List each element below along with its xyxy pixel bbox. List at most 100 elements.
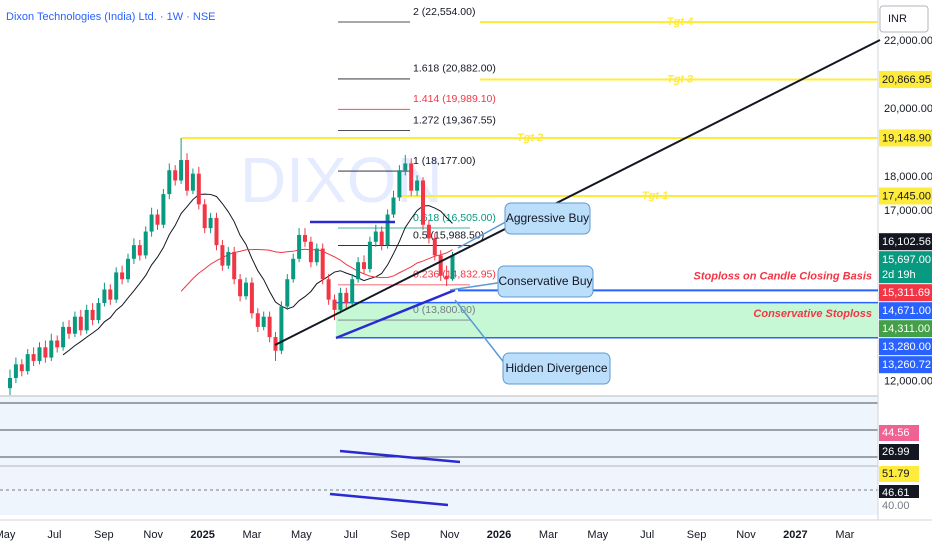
candle-body [120,272,125,280]
callout-box [504,202,591,235]
candle-body [332,299,337,310]
price-label: 19,148.90 [882,132,931,144]
candle-body [308,241,313,263]
y-tick-label: 22,000.00 [884,35,932,47]
stoploss-label: Stoploss on Candle Closing Basis [694,270,872,282]
candle-body [96,303,101,321]
trendline [274,39,881,346]
candle-body [61,326,66,348]
candle-body [438,255,443,276]
fib-label: 1 (18,177.00) [413,155,475,167]
candle-body [320,248,325,280]
candle-body [190,173,195,191]
x-tick-label: Sep [94,529,114,541]
candle-body [19,364,24,372]
candle-body [37,347,42,361]
candle-body [285,279,290,307]
candle-body [326,279,331,300]
indicator-label: 26.99 [882,446,910,458]
candle-body [196,173,201,205]
candle-body [226,251,231,266]
candle-body [102,289,107,304]
callout-text: Conservative Buy [498,274,592,288]
candle-body [208,217,213,229]
candle-body [13,364,18,378]
candle-body [214,217,219,246]
target-label: Tgt 2 [517,132,543,144]
indicator-label-box [879,498,919,514]
candle-body [90,309,95,321]
candle-body [373,231,378,242]
candle-body [78,316,83,331]
indicator-label: 51.79 [882,468,910,480]
candle-body [72,316,77,334]
candle-body [379,231,384,246]
candle-body [255,313,260,327]
currency: INR [888,13,907,25]
price-label: 15,311.69 [882,287,930,299]
indicator-panel [0,397,878,515]
price-label: 20,866.95 [882,74,931,86]
candle-body [344,292,349,304]
candle-body [155,214,160,225]
price-label: 13,280.00 [882,341,931,353]
candle-body [267,316,272,338]
indicator-label-box [879,425,919,441]
price-label-box [879,233,932,251]
candle-body [84,309,89,331]
candle-body [350,279,355,304]
y-tick-label: 20,000.00 [884,103,932,115]
price-label: 17,445.00 [882,190,931,202]
watermark: DIXON [240,144,443,216]
candle-body [356,262,361,280]
x-tick-label: May [291,529,312,541]
candle-body [279,306,284,351]
callout-text: Hidden Divergence [505,361,607,375]
price-label: 13,260.72 [882,359,931,371]
indicator-label-box [879,444,919,460]
price-label: 15,697.00 [882,254,931,266]
indicator-label-box [879,466,919,482]
candle-body [314,248,319,263]
candle-body [391,197,396,215]
target-label: Tgt 1 [642,190,668,202]
candle-body [220,245,225,266]
x-tick-label: Mar [539,529,558,541]
x-tick-label: Sep [687,529,707,541]
countdown: 2d 19h [882,269,916,281]
candle-body [244,282,248,297]
candle-body [403,163,408,171]
fib-label: 1.272 (19,367.55) [413,114,496,126]
candle-body [137,245,142,256]
candle-body [167,170,172,195]
candle-body [291,258,296,280]
candle-body [114,272,119,300]
candle-body [367,241,372,270]
candle-body [238,279,243,297]
candle-body [185,160,189,191]
candle-body [450,255,455,280]
price-label: 14,671.00 [882,305,931,317]
fib-label: 1.618 (20,882.00) [413,63,496,75]
candle-body [338,292,343,310]
callout-box [497,265,594,298]
x-tick-label: Jul [47,529,61,541]
candle-body [143,231,148,256]
price-label-box [879,187,932,205]
x-tick-label: Nov [143,529,163,541]
candle-body [126,258,130,280]
candle-body [49,340,54,358]
callout-text: Aggressive Buy [506,211,589,225]
x-tick-label: Sep [390,529,410,541]
candle-body [385,214,390,246]
currency-box [879,5,929,33]
candle-body [444,275,449,280]
callout-pointer [454,299,510,370]
candle-body [426,224,431,239]
price-label-box [879,251,932,284]
trendline [335,288,456,340]
fib-label: 1.414 (19,989.10) [413,93,496,105]
x-tick-label: Jul [640,529,654,541]
candle-body [108,289,113,300]
